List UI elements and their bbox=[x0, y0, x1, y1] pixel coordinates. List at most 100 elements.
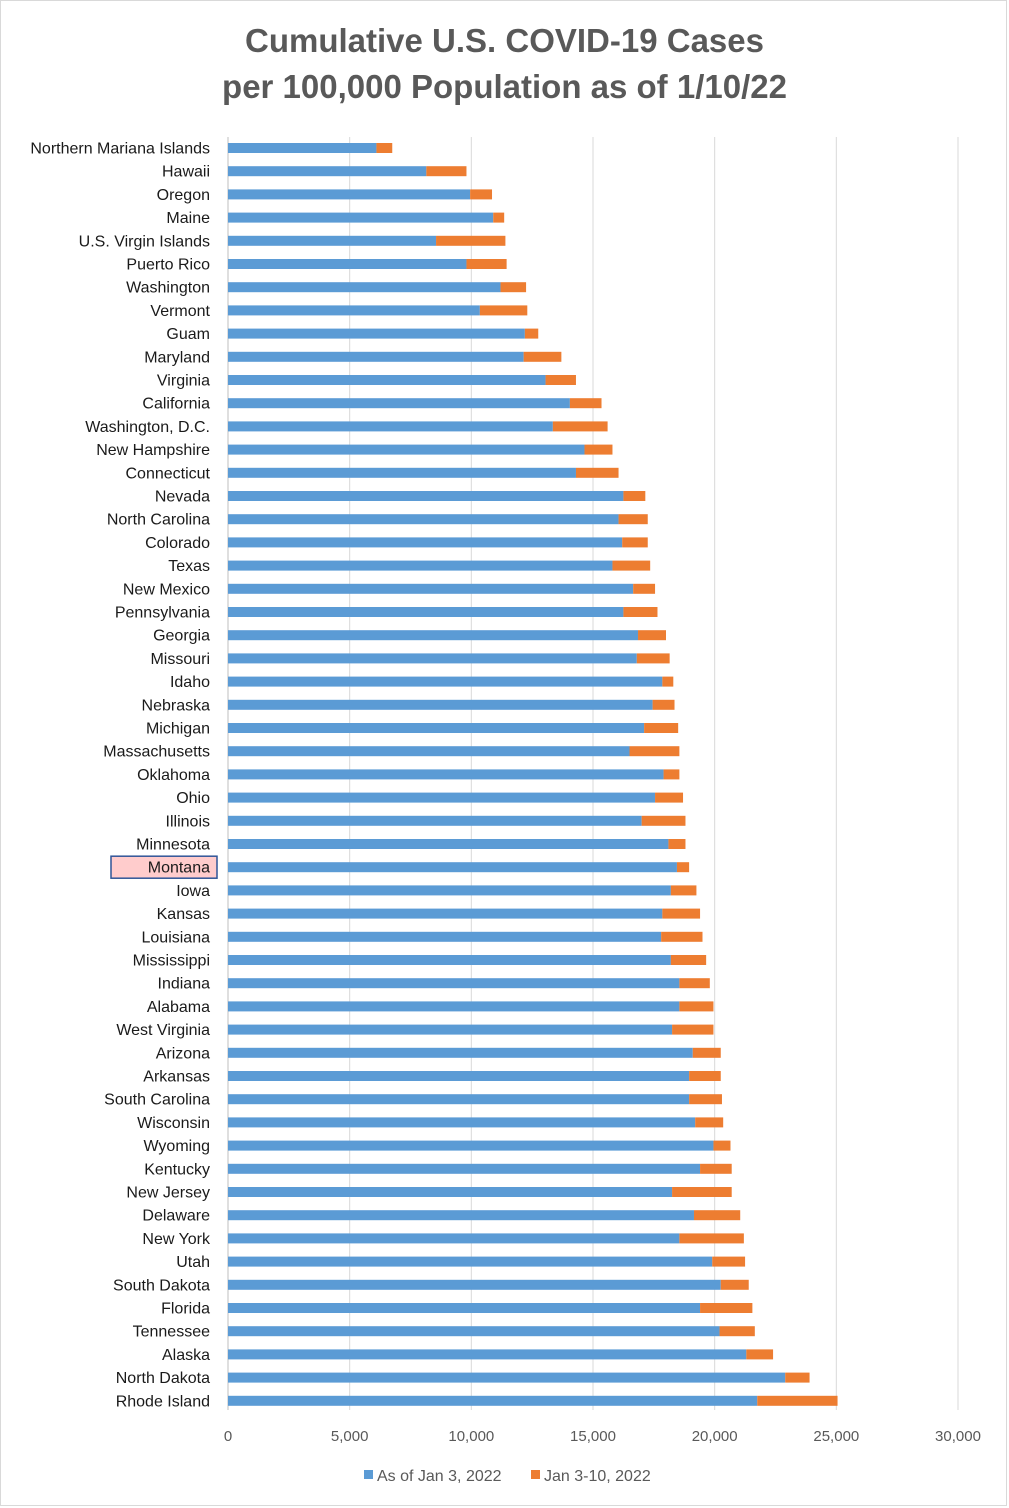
bar-as-of-jan-3 bbox=[228, 676, 663, 687]
category-label: Indiana bbox=[158, 976, 211, 993]
bar-jan-3-10 bbox=[670, 955, 707, 965]
bar-as-of-jan-3 bbox=[228, 514, 619, 525]
bar-as-of-jan-3 bbox=[228, 1303, 701, 1313]
bar-jan-3-10 bbox=[713, 1140, 731, 1151]
category-label: Nevada bbox=[155, 489, 210, 506]
bar-jan-3-10 bbox=[693, 1210, 741, 1221]
category-label: Guam bbox=[166, 326, 210, 343]
bar-as-of-jan-3 bbox=[228, 166, 427, 177]
bar-as-of-jan-3 bbox=[228, 537, 623, 548]
category-label: New Jersey bbox=[126, 1185, 210, 1202]
bar-jan-3-10 bbox=[376, 143, 393, 153]
bar-jan-3-10 bbox=[679, 978, 710, 989]
bar-jan-3-10 bbox=[470, 189, 493, 200]
category-label: Washington, D.C. bbox=[85, 419, 210, 436]
bar-jan-3-10 bbox=[612, 560, 651, 571]
bar-as-of-jan-3 bbox=[228, 235, 437, 246]
bar-jan-3-10 bbox=[479, 305, 528, 316]
bar-jan-3-10 bbox=[668, 839, 686, 849]
category-label: Louisiana bbox=[142, 929, 211, 946]
bar-as-of-jan-3 bbox=[228, 815, 642, 826]
bar-jan-3-10 bbox=[655, 792, 684, 803]
bar-as-of-jan-3 bbox=[228, 305, 480, 316]
bar-as-of-jan-3 bbox=[228, 467, 576, 478]
category-label: Pennsylvania bbox=[115, 605, 210, 622]
bar-jan-3-10 bbox=[700, 1163, 732, 1174]
category-label: Wisconsin bbox=[137, 1115, 210, 1132]
category-label: South Dakota bbox=[113, 1277, 210, 1294]
bar-jan-3-10 bbox=[466, 259, 507, 269]
bar-jan-3-10 bbox=[670, 885, 697, 896]
category-labels: Northern Mariana Islands Hawaii Oregon Main… bbox=[30, 141, 218, 1410]
bar-as-of-jan-3 bbox=[228, 444, 585, 455]
legend-label-as-of-jan-3: As of Jan 3, 2022 bbox=[377, 1468, 502, 1485]
bar-as-of-jan-3 bbox=[228, 908, 663, 919]
bar-jan-3-10 bbox=[524, 328, 539, 339]
x-tick-label: 20,000 bbox=[692, 1428, 738, 1445]
bar-as-of-jan-3 bbox=[228, 1094, 690, 1105]
bar-as-of-jan-3 bbox=[228, 1372, 786, 1383]
category-label: South Carolina bbox=[104, 1092, 210, 1109]
category-label: Florida bbox=[161, 1301, 210, 1318]
category-label: Idaho bbox=[170, 674, 210, 691]
bar-as-of-jan-3 bbox=[228, 978, 680, 989]
bar-as-of-jan-3 bbox=[228, 1326, 720, 1337]
category-label: West Virginia bbox=[116, 1022, 210, 1039]
bar-as-of-jan-3 bbox=[228, 769, 664, 780]
category-label: Alaska bbox=[162, 1347, 210, 1364]
x-tick-label: 0 bbox=[224, 1428, 232, 1445]
category-label: New Hampshire bbox=[96, 442, 210, 459]
category-label: Oklahoma bbox=[137, 767, 210, 784]
bar-as-of-jan-3 bbox=[228, 723, 645, 733]
bar-jan-3-10 bbox=[676, 862, 690, 873]
x-tick-label: 15,000 bbox=[570, 1428, 616, 1445]
category-label: Rhode Island bbox=[116, 1393, 210, 1410]
bar-as-of-jan-3 bbox=[228, 1117, 696, 1128]
bar-as-of-jan-3 bbox=[228, 491, 624, 501]
bar-jan-3-10 bbox=[618, 514, 648, 525]
bar-as-of-jan-3 bbox=[228, 1233, 680, 1244]
bar-as-of-jan-3 bbox=[228, 143, 377, 153]
bar-as-of-jan-3 bbox=[228, 375, 546, 385]
legend-swatch-jan-3-10 bbox=[531, 1470, 540, 1479]
bar-jan-3-10 bbox=[689, 1071, 721, 1081]
x-axis-tick-labels: 0 5,000 10,000 15,000 20,000 25,000 30,000 bbox=[224, 1428, 981, 1445]
bar-as-of-jan-3 bbox=[228, 259, 467, 269]
bar-jan-3-10 bbox=[663, 769, 680, 780]
category-label: Massachusetts bbox=[103, 744, 210, 761]
bar-as-of-jan-3 bbox=[228, 862, 677, 873]
bar-jan-3-10 bbox=[712, 1256, 746, 1267]
bar-jan-3-10 bbox=[523, 351, 562, 362]
bar-as-of-jan-3 bbox=[228, 1256, 713, 1267]
category-label: New York bbox=[142, 1231, 211, 1248]
category-label: Oregon bbox=[157, 187, 210, 204]
legend-swatch-as-of-jan-3 bbox=[364, 1470, 373, 1479]
category-label: Michigan bbox=[146, 721, 210, 738]
category-label: New Mexico bbox=[123, 581, 210, 598]
category-label: Kentucky bbox=[144, 1161, 210, 1178]
bar-as-of-jan-3 bbox=[228, 1210, 694, 1221]
bar-as-of-jan-3 bbox=[228, 421, 553, 432]
category-label: North Carolina bbox=[107, 512, 210, 529]
bar-jan-3-10 bbox=[757, 1395, 838, 1406]
category-label: Northern Mariana Islands bbox=[30, 141, 210, 158]
bar-as-of-jan-3 bbox=[228, 885, 671, 896]
bar-as-of-jan-3 bbox=[228, 1395, 758, 1406]
bar-jan-3-10 bbox=[644, 723, 679, 733]
bars bbox=[228, 143, 838, 1406]
bar-jan-3-10 bbox=[636, 653, 670, 664]
category-label: Puerto Rico bbox=[126, 257, 210, 274]
bar-jan-3-10 bbox=[623, 607, 658, 617]
bar-as-of-jan-3 bbox=[228, 630, 639, 641]
legend: As of Jan 3, 2022 Jan 3-10, 2022 bbox=[364, 1468, 651, 1485]
bar-as-of-jan-3 bbox=[228, 1071, 690, 1081]
bar-jan-3-10 bbox=[785, 1372, 810, 1383]
x-tick-label: 30,000 bbox=[935, 1428, 981, 1445]
category-label: Colorado bbox=[145, 535, 210, 552]
category-label: Washington bbox=[126, 280, 210, 297]
category-label: Utah bbox=[176, 1254, 210, 1271]
bar-jan-3-10 bbox=[569, 398, 602, 409]
bar-jan-3-10 bbox=[672, 1024, 714, 1035]
bar-jan-3-10 bbox=[552, 421, 608, 432]
bar-as-of-jan-3 bbox=[228, 1140, 714, 1151]
